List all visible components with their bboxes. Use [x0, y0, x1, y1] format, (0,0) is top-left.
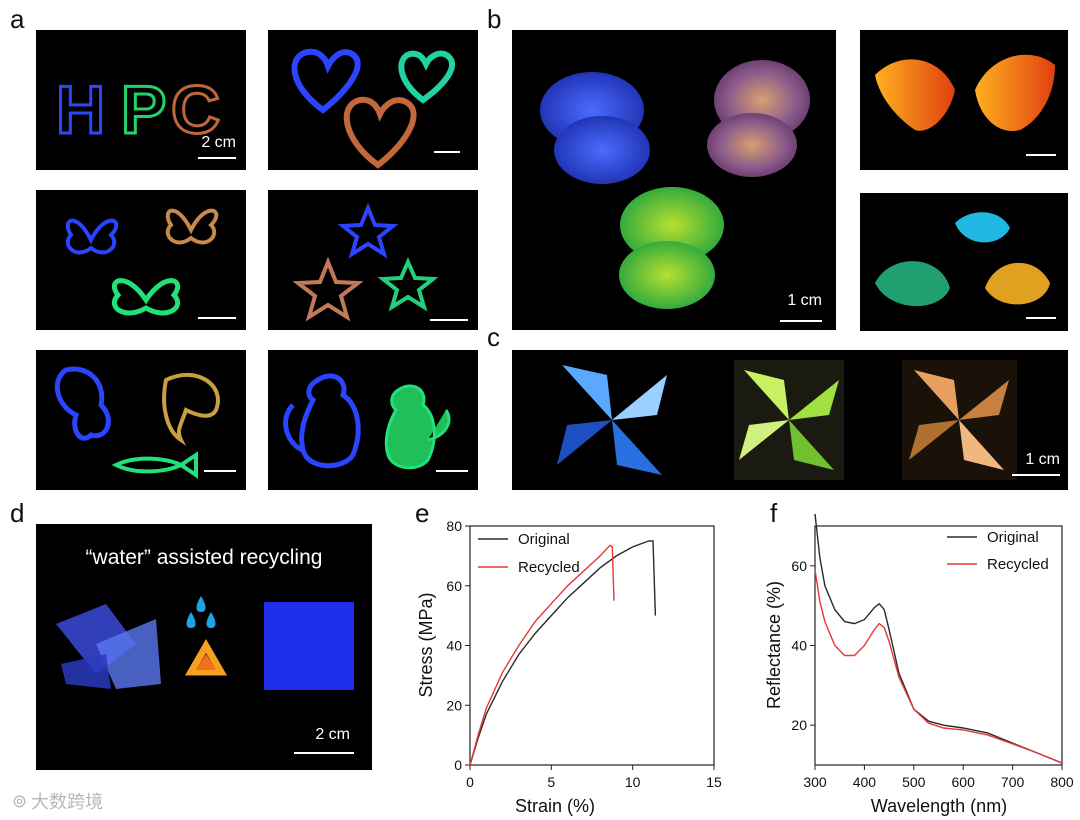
x-axis-label: Wavelength (nm)	[871, 796, 1007, 816]
hpc-letters-graphic: H P C	[55, 71, 222, 150]
scale-label-a: 2 cm	[201, 134, 236, 151]
y-axis-label: Reflectance (%)	[764, 581, 784, 709]
y-axis-label: Stress (MPa)	[416, 592, 436, 697]
series-line-original	[469, 540, 657, 766]
y-tick-label: 40	[791, 638, 807, 654]
scale-bar	[1012, 474, 1060, 476]
photo-goldfish-figurines: 1 cm	[512, 30, 836, 330]
photo-monkeys	[268, 350, 478, 490]
scale-bar	[204, 470, 236, 472]
legend-label: Original	[987, 529, 1039, 546]
panel-label-f: f	[770, 498, 778, 528]
panel-label-d: d	[10, 498, 25, 528]
recycling-title: “water” assisted recycling	[85, 546, 323, 569]
panel-label-a: a	[10, 4, 25, 34]
scale-label-b: 1 cm	[787, 292, 822, 309]
y-tick-label: 80	[446, 518, 462, 534]
panel-label-e: e	[415, 498, 430, 528]
y-tick-label: 20	[791, 717, 807, 733]
recycling-graphic	[56, 596, 354, 690]
butterflies-graphic	[65, 208, 219, 316]
x-tick-label: 0	[466, 774, 474, 790]
scale-bar	[1026, 154, 1056, 156]
water-drops-icon	[186, 596, 216, 628]
hearts-graphic	[291, 48, 456, 169]
x-tick-label: 600	[952, 774, 976, 790]
scale-bar	[198, 157, 236, 159]
x-tick-label: 5	[547, 774, 555, 790]
y-tick-label: 60	[446, 578, 462, 594]
seashells-graphic	[875, 212, 1050, 307]
scale-label-c: 1 cm	[1025, 451, 1060, 468]
x-tick-label: 800	[1050, 774, 1074, 790]
plot-frame	[469, 525, 715, 766]
photo-seashells	[860, 193, 1068, 331]
panel-label-c: c	[487, 322, 500, 352]
scale-bar	[1026, 317, 1056, 319]
photo-water-recycling: “water” assisted recycling 2 cm	[36, 524, 372, 770]
x-tick-label: 300	[803, 774, 827, 790]
recycle-icon	[184, 638, 228, 676]
series-line-original	[814, 513, 1063, 764]
monkeys-graphic	[283, 373, 451, 470]
wings-graphic	[875, 54, 1055, 131]
x-axis-label: Strain (%)	[515, 796, 595, 816]
watermark-text: 大数跨境	[31, 792, 104, 813]
photo-hearts	[268, 30, 478, 170]
stars-graphic	[292, 202, 439, 322]
y-tick-label: 60	[791, 558, 807, 574]
y-tick-label: 40	[446, 638, 462, 654]
photo-hpc-letters: H P C 2 cm	[36, 30, 246, 170]
scale-bar	[198, 317, 236, 319]
photo-pinwheels: 1 cm	[512, 350, 1068, 490]
scale-bar	[434, 151, 460, 153]
scale-bar	[780, 320, 822, 322]
plot-frame	[814, 525, 1063, 766]
pinwheels-graphic	[557, 360, 1017, 480]
scale-label-d: 2 cm	[315, 726, 350, 743]
panel-label-b: b	[487, 4, 502, 34]
photo-lobster-dolphin-fish	[36, 350, 246, 490]
legend-label: Recycled	[987, 556, 1049, 573]
scale-bar	[430, 319, 468, 321]
goldfish-graphic	[540, 60, 810, 309]
y-tick-label: 0	[454, 757, 462, 773]
lobster-dolphin-fish-graphic	[54, 366, 220, 479]
x-tick-label: 10	[625, 774, 641, 790]
x-tick-label: 15	[706, 774, 722, 790]
series-line-recycled	[814, 569, 1063, 764]
x-tick-label: 500	[902, 774, 926, 790]
scale-bar	[294, 752, 354, 754]
scale-bar	[436, 470, 468, 472]
photo-butterflies	[36, 190, 246, 330]
y-tick-label: 20	[446, 697, 462, 713]
watermark: ⊚ 大数跨境	[12, 788, 103, 814]
letter-c: C	[171, 72, 220, 148]
letter-p: P	[121, 72, 166, 148]
letter-h: H	[56, 72, 105, 148]
x-tick-label: 400	[853, 774, 877, 790]
x-tick-label: 700	[1001, 774, 1025, 790]
series-line-recycled	[469, 544, 615, 766]
photo-stars	[268, 190, 478, 330]
legend-label: Recycled	[518, 559, 580, 576]
legend-label: Original	[518, 531, 570, 548]
photo-wings	[860, 30, 1068, 170]
watermark-logo-icon: ⊚	[12, 790, 28, 812]
